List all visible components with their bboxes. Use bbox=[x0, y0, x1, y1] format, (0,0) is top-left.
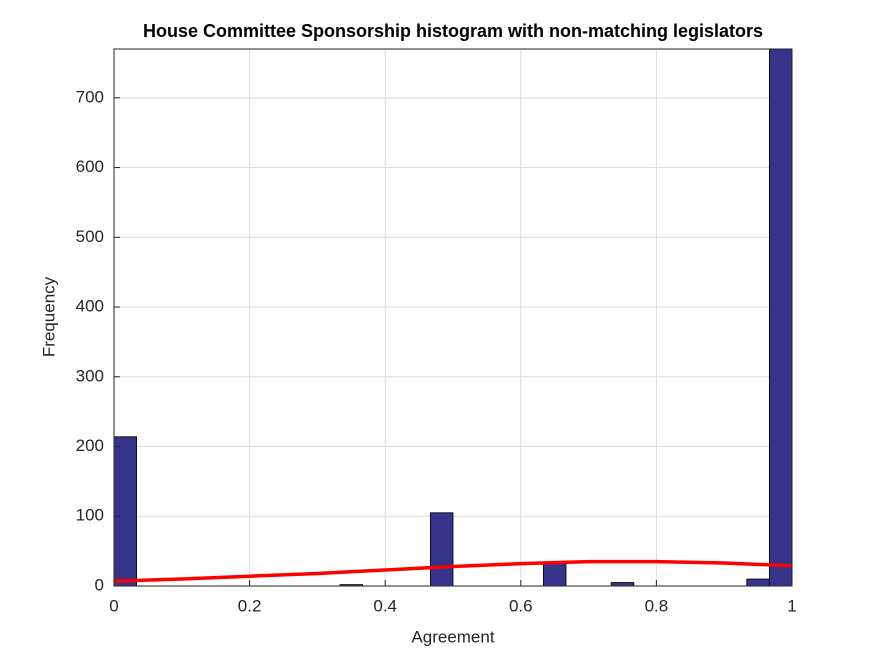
x-tick-label: 0.6 bbox=[509, 596, 533, 615]
y-tick-label: 0 bbox=[95, 575, 104, 594]
x-axis-label: Agreement bbox=[411, 627, 494, 646]
plot-frame bbox=[113, 48, 793, 587]
bar bbox=[610, 582, 635, 587]
y-tick-label: 400 bbox=[76, 297, 104, 316]
x-tick-label: 0.2 bbox=[238, 596, 262, 615]
y-tick-label: 300 bbox=[76, 366, 104, 385]
y-tick-label: 200 bbox=[76, 436, 104, 455]
x-tick-label: 0 bbox=[109, 596, 118, 615]
y-tick-label: 600 bbox=[76, 157, 104, 176]
y-tick-label: 700 bbox=[76, 87, 104, 106]
bar bbox=[113, 436, 137, 587]
x-tick-label: 0.4 bbox=[373, 596, 397, 615]
x-tick-label: 0.8 bbox=[645, 596, 669, 615]
bar bbox=[769, 48, 793, 587]
bar bbox=[542, 562, 567, 587]
fit-curve bbox=[113, 559, 793, 583]
y-axis-label: Frequency bbox=[39, 276, 58, 357]
chart-title: House Committee Sponsorship histogram wi… bbox=[143, 21, 763, 41]
bar bbox=[746, 578, 770, 587]
x-tick-label: 1 bbox=[787, 596, 796, 615]
bar bbox=[430, 512, 454, 587]
y-tick-label: 100 bbox=[76, 506, 104, 525]
y-tick-label: 500 bbox=[76, 227, 104, 246]
